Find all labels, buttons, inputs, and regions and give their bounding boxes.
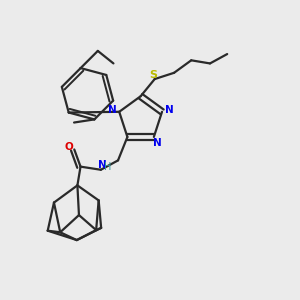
Text: O: O [64,142,73,152]
Text: N: N [98,160,106,170]
Text: N: N [164,105,173,115]
Text: H: H [104,162,111,172]
Text: S: S [149,70,157,80]
Text: N: N [108,105,117,115]
Text: N: N [153,138,161,148]
